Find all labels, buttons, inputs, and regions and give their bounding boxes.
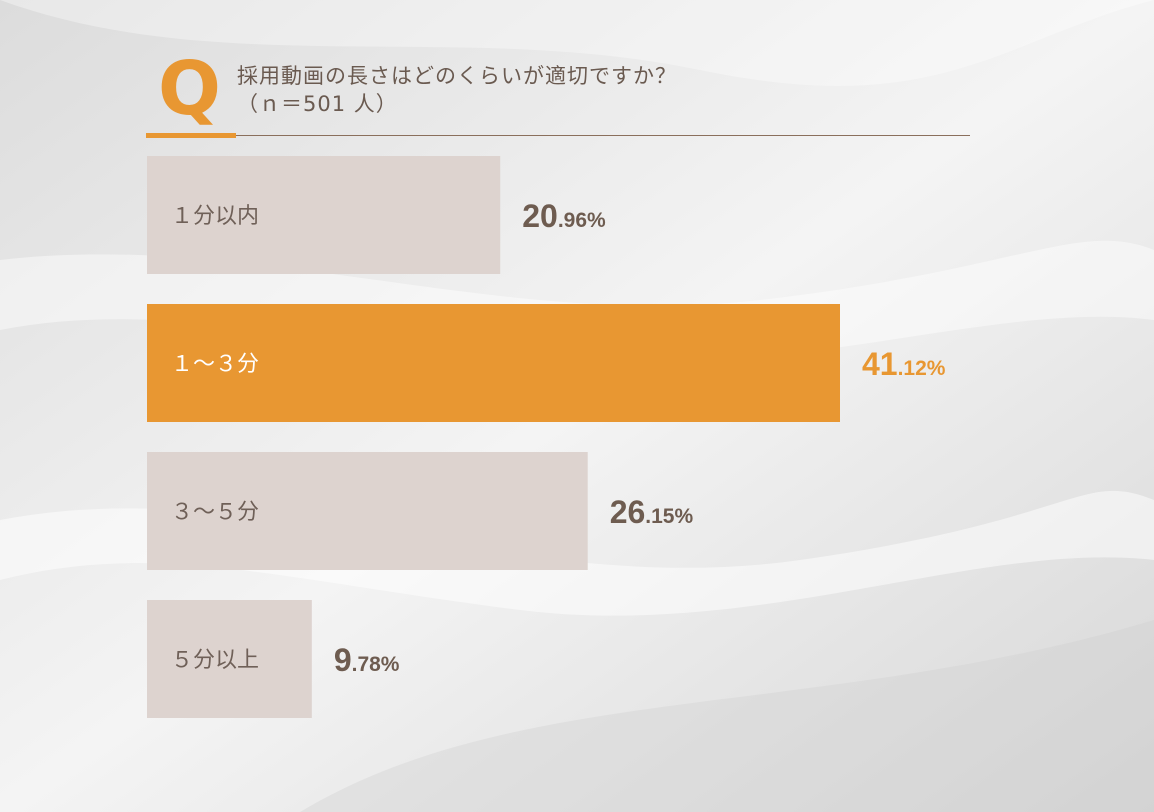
category-label-2: ３～５分 (171, 500, 259, 525)
category-label-0: １分以内 (171, 204, 259, 229)
value-label-3: 9.78% (334, 642, 400, 678)
title-divider (236, 135, 970, 136)
value-label-2: 26.15% (610, 494, 694, 530)
value-label-1: 41.12% (862, 346, 946, 382)
bar-2 (147, 452, 588, 570)
category-label-3: ５分以上 (171, 648, 259, 673)
bar-3 (147, 600, 312, 718)
question-title: 採用動画の長さはどのくらいが適切ですか？ （ｎ＝501 人） (237, 62, 677, 118)
value-label-0: 20.96% (522, 198, 606, 234)
bar-1 (147, 304, 840, 422)
question-text: 採用動画の長さはどのくらいが適切ですか？ (237, 64, 677, 88)
q-icon: Q (158, 46, 221, 132)
category-label-1: １～３分 (171, 352, 259, 377)
sample-size: （ｎ＝501 人） (237, 92, 398, 116)
bar-0 (147, 156, 501, 274)
q-underline (146, 133, 236, 138)
